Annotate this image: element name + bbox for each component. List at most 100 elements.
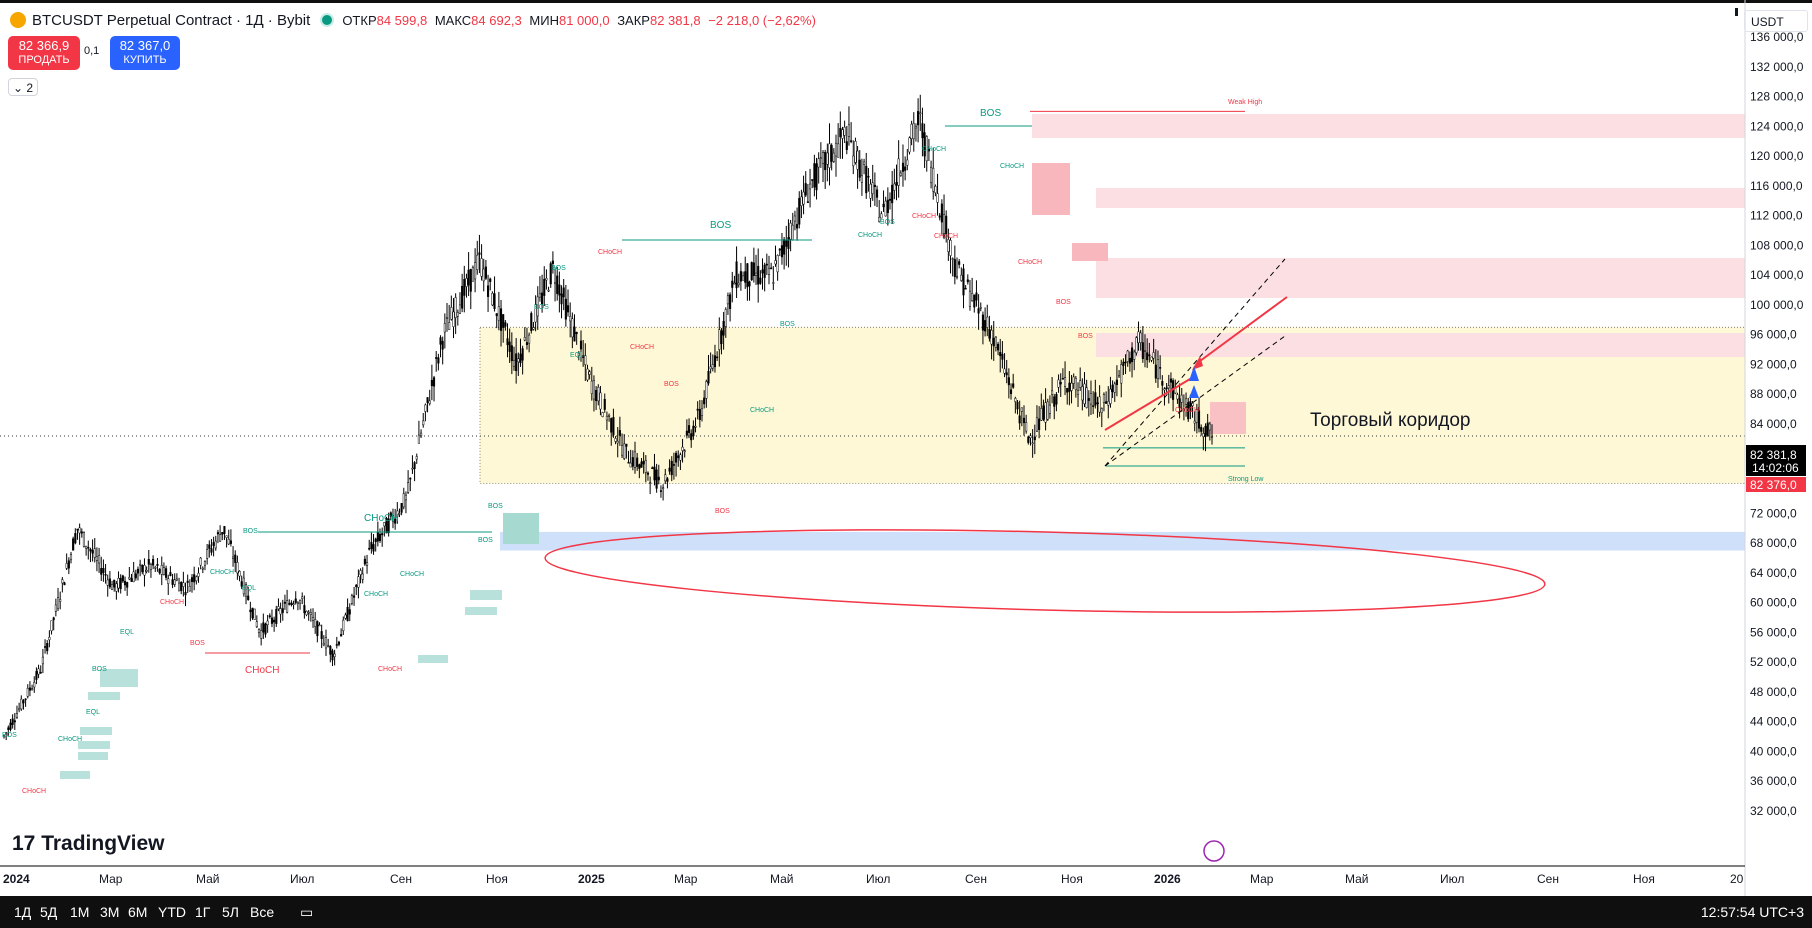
candle-body (700, 408, 704, 416)
choch-label: CHoCH (598, 249, 622, 256)
candle-body (1133, 351, 1136, 360)
alert-icon[interactable] (1203, 840, 1225, 862)
candle-body (402, 493, 405, 508)
candle-body (82, 532, 86, 547)
candle-body (234, 554, 237, 563)
candle-body (391, 515, 395, 523)
candle-body (1191, 403, 1194, 407)
candle-body (1197, 410, 1201, 429)
x-tick-label: Сен (390, 872, 412, 886)
demand-zone (503, 513, 539, 544)
timeframe-button-3М[interactable]: 3М (100, 904, 120, 920)
buy-price: 82 367,0 (119, 38, 171, 53)
indicators-collapse-button[interactable]: ⌄ 2 (8, 78, 38, 96)
candle-body (149, 564, 152, 570)
candle-body (1185, 398, 1188, 405)
candle-body (642, 460, 645, 465)
candle-body (1014, 398, 1017, 402)
bos-label: BOS (780, 321, 795, 328)
timeframe-button-1М[interactable]: 1М (70, 904, 90, 920)
candle-body (850, 140, 853, 142)
candle-body (649, 482, 652, 484)
y-tick-label: 96 000,0 (1750, 328, 1797, 342)
candle-body (566, 305, 570, 313)
candle-body (376, 531, 379, 542)
candle-body (737, 282, 740, 286)
blue-demand-zone (500, 531, 1745, 551)
candle-body (802, 191, 805, 205)
timeframe-button-1Д[interactable]: 1Д (14, 904, 32, 920)
candle-body (266, 620, 269, 626)
candle-body (666, 478, 669, 482)
candle-body (834, 142, 838, 157)
timeframe-button-5Л[interactable]: 5Л (222, 904, 239, 920)
candle-body (173, 579, 176, 585)
date-range-icon[interactable]: ▭ (300, 904, 314, 920)
candle-body (1180, 394, 1183, 403)
candle-body (746, 263, 749, 288)
candle-body (1150, 356, 1153, 361)
candle-body (878, 216, 881, 222)
timeframe-button-Все[interactable]: Все (250, 904, 275, 920)
candle-body (798, 197, 801, 225)
y-tick-label: 124 000,0 (1750, 119, 1804, 133)
y-tick-label: 60 000,0 (1750, 596, 1797, 610)
candle-body (145, 569, 148, 572)
candle-body (984, 320, 987, 332)
candle-body (735, 261, 738, 289)
eql-label: EQL (570, 352, 584, 359)
candle-body (1143, 350, 1147, 352)
candle-body (551, 260, 554, 265)
candle-body (841, 129, 844, 139)
y-tick-label: 100 000,0 (1750, 298, 1804, 312)
candle-body (337, 641, 341, 645)
candle-body (940, 203, 943, 223)
candle-body (966, 279, 969, 283)
candle-body (1200, 427, 1203, 432)
candle-body (1210, 436, 1214, 438)
axis-settings-icon[interactable] (1735, 8, 1738, 16)
candle-body (314, 619, 317, 627)
bos-label: BOS (715, 508, 730, 515)
timeframe-button-6М[interactable]: 6М (128, 904, 148, 920)
candle-body (655, 469, 658, 489)
timeframe-button-1Г[interactable]: 1Г (195, 904, 211, 920)
candle-body (605, 415, 608, 421)
candle-body (316, 621, 319, 637)
clock[interactable]: 12:57:54 UTC+3 (1700, 904, 1804, 920)
bid-price-label: 82 376,0 (1750, 478, 1797, 492)
x-tick-label: Июл (866, 872, 890, 886)
buy-label: КУПИТЬ (123, 54, 167, 66)
candle-body (971, 292, 974, 302)
candle-body (767, 267, 771, 275)
candle-body (780, 245, 784, 258)
candle-body (141, 565, 144, 573)
candle-body (897, 158, 900, 186)
buy-button[interactable]: 82 367,0 КУПИТЬ (110, 36, 180, 70)
timeframe-button-YTD[interactable]: YTD (158, 904, 186, 920)
candle-body (804, 183, 807, 196)
y-tick-label: 36 000,0 (1750, 774, 1797, 788)
candle-body (973, 294, 976, 308)
candle-body (281, 608, 284, 613)
candle-body (63, 582, 66, 586)
timeframe-button-5Д[interactable]: 5Д (40, 904, 58, 920)
candle-body (407, 482, 410, 493)
candle-body (143, 565, 146, 576)
symbol-title[interactable]: BTCUSDT Perpetual Contract · 1Д · Bybit (32, 11, 311, 29)
y-tick-label: 128 000,0 (1750, 90, 1804, 104)
candle-body (340, 634, 343, 637)
candle-body (1070, 382, 1073, 391)
candle-body (1096, 402, 1099, 404)
candle-body (999, 351, 1002, 357)
currency-selector[interactable]: USDT (1744, 10, 1808, 32)
sell-button[interactable]: 82 366,9 ПРОДАТЬ (8, 36, 80, 70)
candle-body (307, 611, 310, 614)
candle-body (1204, 425, 1207, 438)
candle-body (865, 165, 868, 194)
candle-body (752, 262, 755, 276)
spread-value: 0,1 (84, 45, 100, 57)
candle-body (9, 722, 12, 730)
choch-label: CHoCH (364, 591, 388, 598)
